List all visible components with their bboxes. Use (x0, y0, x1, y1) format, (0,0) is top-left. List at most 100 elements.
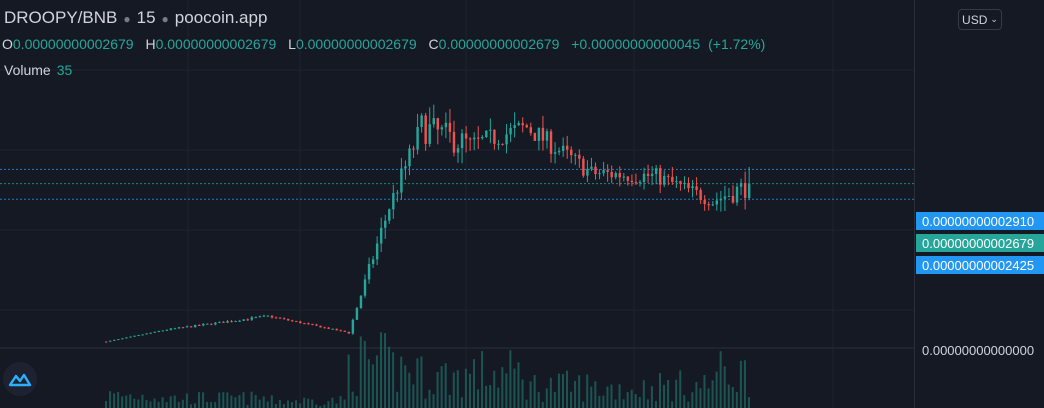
candle-body (497, 143, 500, 145)
volume-bar (578, 375, 581, 408)
volume-bar (295, 400, 298, 408)
currency-selector[interactable]: USD ⌄ (958, 9, 1002, 30)
volume-bar (323, 404, 326, 408)
candle-body (630, 180, 634, 183)
volume-bar (464, 368, 467, 408)
volume-bar (493, 370, 496, 408)
volume-bar (327, 401, 330, 408)
volume-bar (432, 394, 435, 408)
volume-bar (129, 394, 132, 408)
volume-bar (274, 403, 277, 408)
volume-bar (311, 399, 314, 408)
candle-body (109, 340, 112, 342)
candle-body (707, 204, 710, 206)
volume-bar (695, 382, 698, 408)
candle-body (436, 118, 440, 130)
candle-body (711, 204, 714, 206)
volume-bar (565, 370, 569, 408)
symbol-label: DROOPY/BNB (4, 8, 118, 27)
candle-body (594, 166, 597, 175)
volume-bar (472, 359, 476, 408)
volume-bar (169, 396, 172, 408)
candle-body (505, 134, 508, 145)
volume-bar (529, 381, 532, 408)
candle-body (193, 324, 197, 328)
volume-bar (618, 384, 621, 408)
candle-body (723, 196, 727, 199)
candle-body (400, 168, 403, 193)
candle-body (501, 143, 504, 145)
candle-body (210, 323, 213, 325)
volume-bar (278, 400, 281, 408)
volume-bar (141, 394, 144, 408)
candle-body (396, 192, 399, 194)
volume-bar (654, 401, 657, 408)
volume-bar (379, 332, 382, 408)
volume-bar (161, 397, 164, 408)
volume-bar (638, 397, 641, 408)
price-axis[interactable] (914, 0, 1044, 408)
candle-body (347, 331, 351, 334)
candle-body (282, 318, 286, 320)
candle-body (719, 198, 723, 201)
volume-bar (513, 368, 516, 408)
candle-body (299, 321, 302, 324)
candle-body (509, 128, 512, 135)
volume-bar (367, 359, 370, 408)
candle-body (525, 125, 528, 128)
volume-bar (388, 346, 391, 408)
volume-bar (198, 392, 201, 408)
candle-body (206, 323, 209, 325)
candle-body (460, 133, 464, 149)
volume-bar (424, 398, 427, 408)
volume-bar (444, 363, 447, 408)
volume-bar (440, 366, 443, 408)
candle-body (691, 186, 694, 189)
volume-bar (691, 392, 694, 408)
candle-body (529, 127, 533, 134)
candle-body (254, 317, 258, 319)
volume-bar (343, 399, 346, 408)
candle-body (485, 130, 488, 138)
volume-bar (355, 396, 358, 408)
volume-bar (165, 402, 168, 408)
volume-bar (359, 336, 362, 408)
candle-body (565, 145, 569, 150)
volume-bar (485, 385, 488, 408)
candle-body (202, 324, 205, 326)
candle-body (133, 335, 136, 337)
volume-bar (533, 375, 536, 408)
candle-body (658, 168, 662, 185)
volume-bar (157, 401, 160, 408)
candle-body (222, 321, 225, 323)
volume-bar (582, 401, 585, 408)
volume-legend: Volume 35 (4, 62, 72, 78)
candle-body (703, 200, 706, 205)
candle-body (355, 308, 359, 320)
separator-dot: ● (161, 11, 169, 26)
candle-body (582, 158, 585, 176)
candle-body (141, 334, 144, 336)
candle-body (363, 279, 367, 296)
candle-body (319, 325, 322, 328)
candle-body (739, 182, 743, 187)
volume-bar (319, 405, 322, 408)
candle-body (327, 327, 330, 329)
volume-bar (574, 380, 577, 408)
volume-bar (675, 379, 678, 408)
volume-bar (687, 401, 690, 408)
candle-body (444, 122, 448, 128)
volume-bar (238, 395, 241, 408)
candle-body (610, 171, 613, 178)
candle-body (323, 327, 326, 329)
volume-bar (351, 391, 354, 408)
candle-body (687, 182, 690, 189)
candle-body (448, 122, 452, 132)
candle-body (105, 341, 108, 343)
poocoin-logo-icon[interactable] (3, 362, 37, 396)
volume-bar (428, 389, 431, 408)
volume-bar (234, 397, 237, 408)
volume-bar (347, 354, 350, 408)
